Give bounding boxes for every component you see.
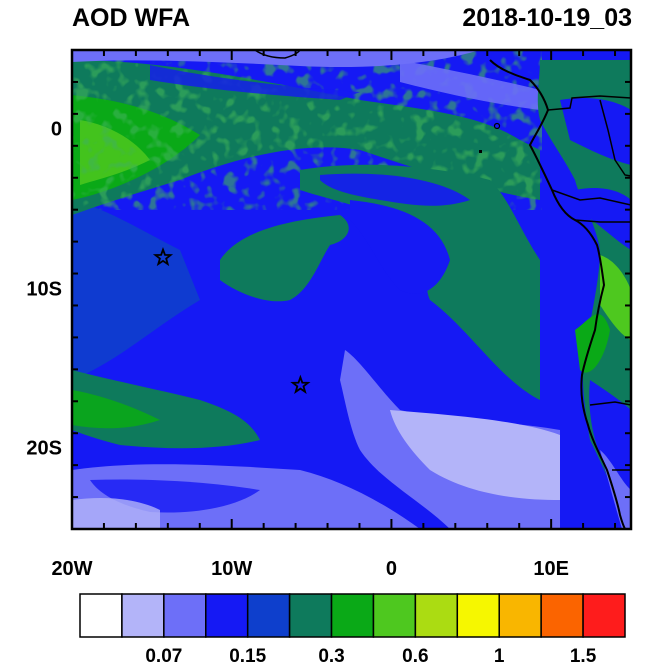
colorbar-box <box>246 593 291 638</box>
x-tick-label: 10E <box>533 558 569 580</box>
colorbar-box <box>79 593 123 638</box>
map-frame <box>70 48 633 531</box>
plot-datetime: 2018-10-19_03 <box>462 4 632 32</box>
colorbar-box <box>414 593 459 638</box>
colorbar-label: 0.3 <box>318 646 345 667</box>
x-tick-label: 10W <box>211 558 253 580</box>
colorbar <box>79 593 626 638</box>
y-tick-label: 10S <box>26 278 62 300</box>
colorbar-box <box>456 593 500 638</box>
marker-layer <box>152 246 311 394</box>
colorbar-label: 0.6 <box>402 646 429 667</box>
axis-ticks <box>71 49 631 530</box>
colorbar-box <box>330 593 375 638</box>
x-tick-label: 20W <box>51 558 93 580</box>
colorbar-box <box>540 593 584 638</box>
colorbar-box <box>582 593 626 638</box>
x-tick-label: 0 <box>385 558 397 580</box>
colorbar-box <box>163 593 207 638</box>
colorbar-box <box>288 593 333 638</box>
colorbar-box <box>205 593 249 638</box>
plot-title: AOD WFA <box>72 4 191 32</box>
colorbar-label: 0.07 <box>145 646 183 667</box>
colorbar-label: 0.15 <box>229 646 267 667</box>
aod-field <box>72 50 631 529</box>
colorbar-label: 1.5 <box>569 646 597 667</box>
star-marker <box>290 374 311 394</box>
colorbar-box <box>372 593 417 638</box>
colorbar-box <box>121 593 165 638</box>
y-tick-label: 0 <box>50 118 62 141</box>
colorbar-label: 1 <box>493 646 505 667</box>
star-marker <box>152 246 174 267</box>
y-tick-label: 20S <box>26 437 62 460</box>
colorbar-box <box>498 593 542 638</box>
